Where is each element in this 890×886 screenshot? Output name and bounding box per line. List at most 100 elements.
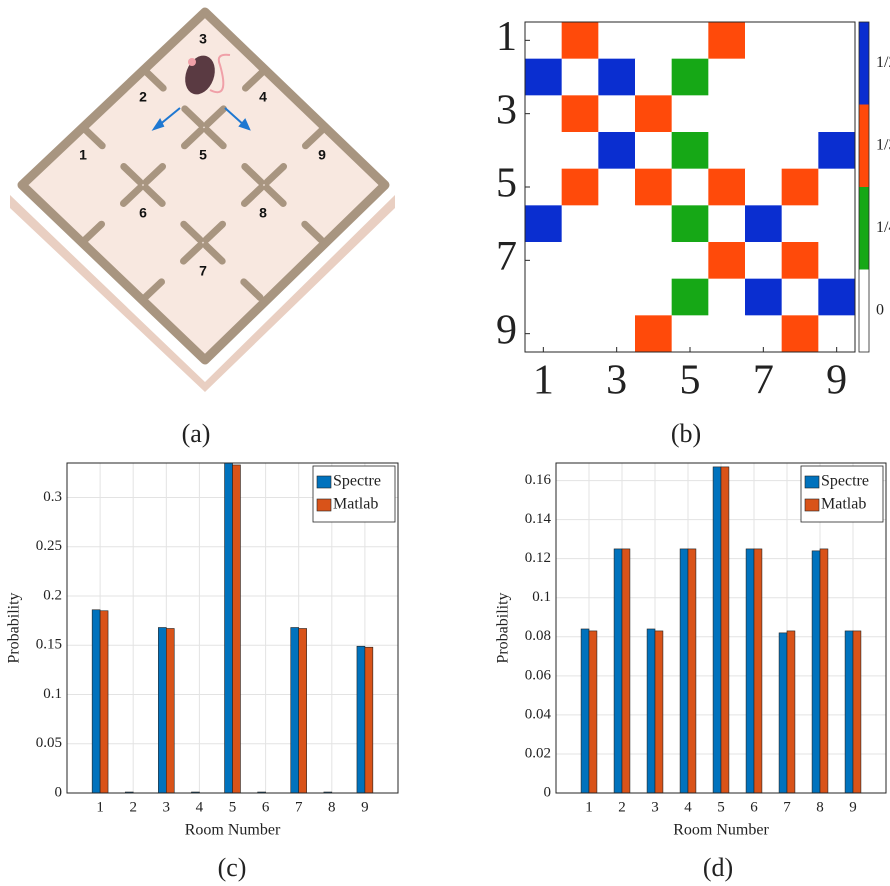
x-tick-label: 1	[585, 799, 593, 815]
y-tick-label: 0.02	[525, 745, 551, 761]
legend-swatch	[805, 499, 819, 511]
x-tick-label: 3	[163, 799, 171, 815]
x-tick-label: 5	[717, 799, 725, 815]
heatmap-cell	[818, 315, 855, 352]
heatmap-cell	[635, 279, 672, 316]
heatmap-cell	[525, 95, 562, 132]
room-label: 6	[139, 205, 147, 221]
heatmap-cell	[672, 132, 709, 169]
y-tick-label: 0.1	[532, 589, 551, 605]
y-tick-label: 7	[496, 234, 517, 280]
heatmap-cell	[672, 22, 709, 59]
bar	[92, 610, 100, 793]
bar	[622, 549, 630, 793]
panel-caption: (a)	[182, 419, 211, 448]
bar	[365, 647, 373, 793]
y-tick-label: 0.04	[525, 706, 552, 722]
x-tick-label: 9	[361, 799, 369, 815]
heatmap-cell	[562, 279, 599, 316]
y-tick-label: 0.12	[525, 550, 551, 566]
panel-caption: (b)	[671, 419, 701, 448]
heatmap-cell	[672, 279, 709, 316]
y-tick-label: 0.15	[36, 637, 62, 653]
colorbar-tick-label: 1/4	[876, 219, 890, 236]
x-tick-label: 3	[651, 799, 659, 815]
panel-caption: (c)	[218, 853, 247, 882]
bar	[589, 631, 597, 793]
heatmap-cell	[818, 242, 855, 279]
heatmap-cell	[525, 279, 562, 316]
figure: 1 2 3 4 5 6 7 8 9 (a) 135791357901/41/31…	[0, 0, 890, 886]
y-tick-label: 0.16	[525, 472, 552, 488]
heatmap-cell	[525, 205, 562, 242]
rat-ear	[188, 58, 196, 66]
y-axis-label: Probability	[495, 592, 512, 663]
x-tick-label: 2	[129, 799, 137, 815]
heatmap-cell	[635, 95, 672, 132]
heatmap-cell	[745, 205, 782, 242]
bar	[158, 628, 166, 793]
heatmap-cell	[782, 22, 819, 59]
y-tick-label: 0.2	[43, 587, 62, 603]
heatmap-cell	[708, 205, 745, 242]
heatmap-cell	[818, 22, 855, 59]
y-axis-label: Probability	[6, 592, 23, 663]
bar	[225, 463, 233, 793]
heatmap-cell	[745, 169, 782, 206]
bar	[713, 467, 721, 793]
heatmap-cell	[598, 169, 635, 206]
bar	[787, 631, 795, 793]
heatmap-cell	[672, 169, 709, 206]
legend-label: Spectre	[821, 473, 869, 490]
room-label: 4	[259, 89, 267, 105]
colorbar-tick-label: 1/2	[876, 54, 890, 71]
x-axis-label: Room Number	[185, 822, 281, 839]
heatmap-cell	[598, 95, 635, 132]
heatmap-cell	[562, 59, 599, 96]
heatmap-cell	[562, 22, 599, 59]
heatmap-cell	[525, 59, 562, 96]
y-tick-label: 0	[544, 784, 552, 800]
x-tick-label: 5	[680, 358, 701, 404]
heatmap-cell	[598, 132, 635, 169]
heatmap-cell	[562, 315, 599, 352]
heatmap-cell	[672, 59, 709, 96]
bar	[746, 549, 754, 793]
heatmap-cell	[562, 95, 599, 132]
bar	[655, 631, 663, 793]
y-tick-label: 5	[496, 161, 517, 207]
x-axis-label: Room Number	[673, 822, 769, 839]
heatmap-cell	[745, 95, 782, 132]
heatmap-cell	[525, 132, 562, 169]
y-tick-label: 9	[496, 307, 517, 353]
heatmap-cell	[672, 242, 709, 279]
y-tick-label: 3	[496, 87, 517, 133]
y-tick-label: 0.06	[525, 667, 552, 683]
bar	[581, 629, 589, 793]
x-tick-label: 2	[618, 799, 626, 815]
y-tick-label: 0.08	[525, 628, 551, 644]
heatmap-cell	[745, 279, 782, 316]
heatmap-cell	[635, 315, 672, 352]
bar	[100, 611, 108, 793]
heatmap-cell	[708, 169, 745, 206]
heatmap-cell	[782, 205, 819, 242]
colorbar-segment	[859, 270, 869, 353]
x-tick-label: 7	[295, 799, 303, 815]
y-tick-label: 0.05	[36, 735, 62, 751]
y-tick-label: 0.14	[525, 511, 552, 527]
room-label: 3	[199, 31, 207, 47]
heatmap-cell	[635, 59, 672, 96]
heatmap-cell	[745, 315, 782, 352]
heatmap-cell	[745, 242, 782, 279]
bar	[647, 629, 655, 793]
x-tick-label: 9	[826, 358, 847, 404]
legend-swatch	[805, 476, 819, 488]
bar	[754, 549, 762, 793]
heatmap-cell	[708, 132, 745, 169]
heatmap-cell	[818, 205, 855, 242]
legend-label: Matlab	[821, 496, 866, 513]
heatmap-cell	[598, 22, 635, 59]
legend-label: Spectre	[333, 473, 381, 490]
heatmap-cell	[635, 242, 672, 279]
